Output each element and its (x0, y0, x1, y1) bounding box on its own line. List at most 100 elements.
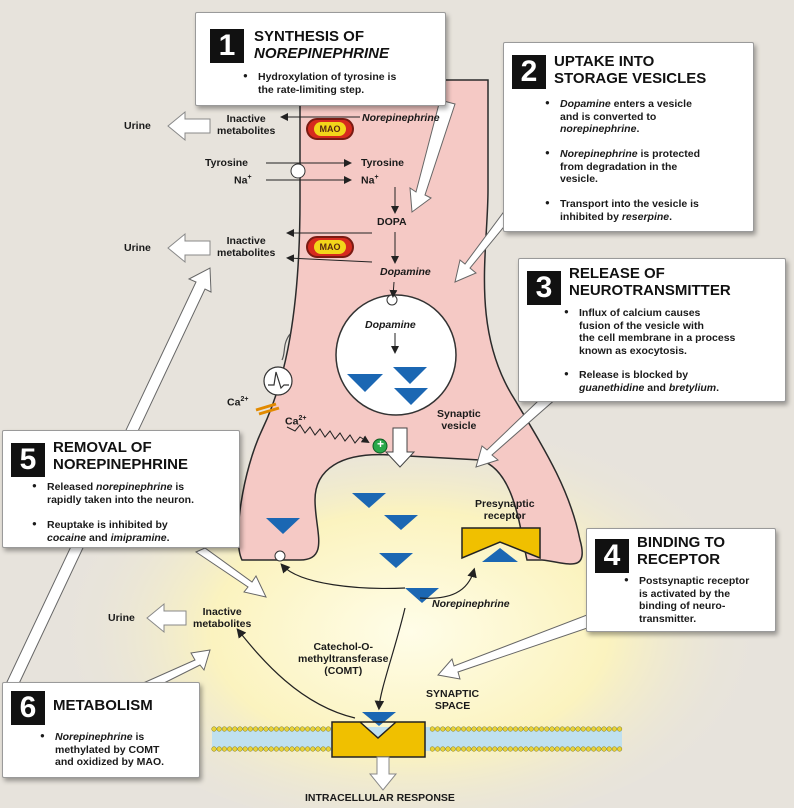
lipid-head (279, 746, 285, 752)
lipid-head (591, 746, 597, 752)
lipid-head (570, 726, 576, 732)
dopa-label: DOPA (377, 216, 407, 228)
step-6-number: 6 (11, 691, 45, 725)
lipid-head (429, 726, 435, 732)
lipid-head (507, 746, 513, 752)
norepinephrine-label: Norepinephrine (362, 112, 440, 124)
lipid-head (237, 726, 243, 732)
lipid-head (596, 726, 602, 732)
mao-enzyme: MAO (306, 118, 354, 140)
step-4-title: BINDING TO RECEPTOR (637, 534, 726, 569)
lipid-head (544, 746, 550, 752)
lipid-head (227, 726, 233, 732)
step-3-number: 3 (527, 271, 561, 305)
lipid-head (273, 726, 279, 732)
lipid-head (533, 746, 539, 752)
presynaptic-receptor-shape (461, 527, 541, 560)
inactive-metabolites-label: Inactive metabolites (217, 235, 276, 260)
lipid-head (466, 726, 472, 732)
vesicle-transporter (386, 294, 398, 306)
lipid-head (216, 746, 222, 752)
lipid-head (523, 746, 529, 752)
lipid-head (294, 746, 300, 752)
mao-enzyme: MAO (306, 236, 354, 258)
lipid-head (455, 726, 461, 732)
lipid-head (310, 726, 316, 732)
lipid-head (539, 746, 545, 752)
lipid-head (601, 726, 607, 732)
lipid-head (471, 746, 477, 752)
lipid-head (611, 746, 617, 752)
lipid-head (440, 726, 446, 732)
step-6-box: 6 METABOLISM Norepinephrine ismethylated… (2, 682, 200, 778)
lipid-head (211, 746, 217, 752)
lipid-head (549, 746, 555, 752)
lipid-head (481, 746, 487, 752)
lipid-head (565, 746, 571, 752)
lipid-head (554, 746, 560, 752)
callout-arrow-2 (409, 99, 456, 213)
step-5-title: REMOVAL OF NOREPINEPHRINE (53, 439, 189, 474)
lipid-head (325, 726, 331, 732)
step-5-number: 5 (11, 443, 45, 477)
synaptic-space-label: SYNAPTIC SPACE (426, 688, 480, 713)
norepinephrine-molecule (384, 515, 418, 530)
lipid-head (554, 726, 560, 732)
calcium-label: Ca2+ (227, 396, 249, 409)
lipid-head (471, 726, 477, 732)
lipid-head (533, 726, 539, 732)
inactive-metabolites-label: Inactive metabolites (217, 113, 276, 138)
lipid-head (284, 746, 290, 752)
lipid-head (299, 746, 305, 752)
presynaptic-receptor-label: Presynaptic receptor (475, 498, 535, 523)
lipid-head (528, 726, 534, 732)
lipid-head (325, 746, 331, 752)
lipid-head (435, 726, 441, 732)
lipid-head (232, 726, 238, 732)
norepinephrine-molecule (352, 493, 386, 508)
lipid-head (440, 746, 446, 752)
urine-arrow (167, 110, 211, 142)
lipid-head (497, 746, 503, 752)
lipid-head (575, 726, 581, 732)
lipid-head (247, 746, 253, 752)
lipid-head (320, 746, 326, 752)
lipid-head (492, 746, 498, 752)
lipid-head (513, 746, 519, 752)
lipid-head (544, 726, 550, 732)
tyrosine-inside-label: Tyrosine (361, 157, 404, 169)
norepinephrine-molecule (379, 553, 413, 568)
plus-sign: + (377, 437, 385, 451)
reuptake-transporter (274, 550, 286, 562)
lipid-head (310, 746, 316, 752)
lipid-head (559, 746, 565, 752)
lipid-head (596, 746, 602, 752)
lipid-head (232, 746, 238, 752)
lipid-head (445, 746, 451, 752)
lipid-head (253, 726, 259, 732)
lipid-head (253, 746, 259, 752)
exocytosis-arrow (384, 427, 416, 468)
lipid-head (585, 746, 591, 752)
lipid-head (435, 746, 441, 752)
sodium-outside-label: Na+ (234, 174, 252, 187)
membrane-lipids (211, 726, 623, 752)
step-4-number: 4 (595, 539, 629, 573)
norepinephrine-molecule (394, 388, 428, 405)
lipid-head (487, 726, 493, 732)
lipid-head (601, 746, 607, 752)
lipid-head (575, 746, 581, 752)
step-3-title: RELEASE OF NEUROTRANSMITTER (569, 265, 731, 300)
step-1-title: SYNTHESIS OF NOREPINEPHRINE (254, 28, 390, 63)
lipid-head (315, 726, 321, 732)
step-2-number: 2 (512, 55, 546, 89)
lipid-head (580, 746, 586, 752)
lipid-head (476, 746, 482, 752)
